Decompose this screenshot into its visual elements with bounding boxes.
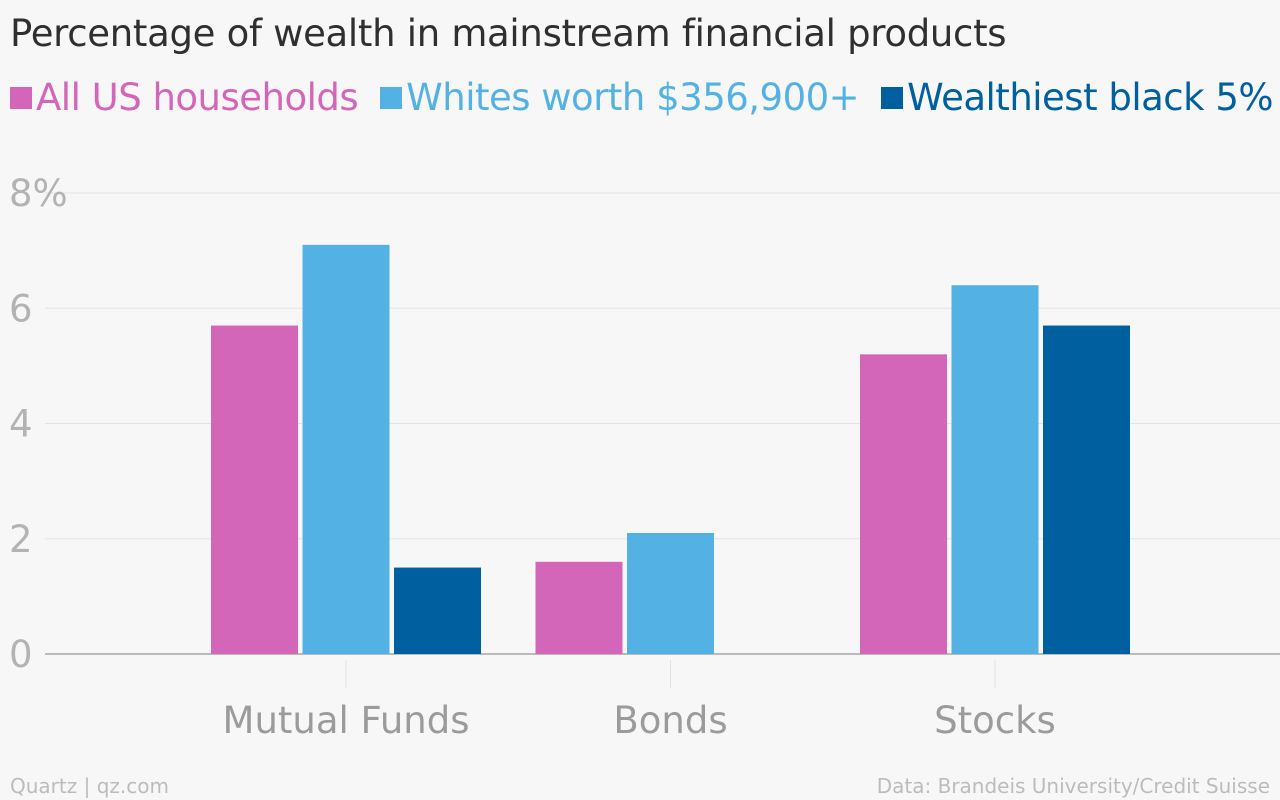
bar-0-2 — [394, 567, 481, 654]
data-source: Data: Brandeis University/Credit Suisse — [876, 774, 1270, 798]
bar-2-1 — [951, 285, 1039, 654]
legend: All US households Whites worth $356,900+… — [10, 76, 1274, 119]
source-credit: Quartz | qz.com — [10, 774, 169, 798]
legend-swatch-wealthiest-black — [881, 86, 904, 109]
legend-label-wealthiest-black: Wealthiest black 5% — [907, 76, 1274, 119]
x-tick-label: Stocks — [934, 699, 1056, 742]
bar-1-0 — [535, 561, 623, 654]
y-tick-label: 0 — [9, 633, 33, 676]
legend-swatch-whites-worth — [380, 86, 403, 109]
y-tick-label: 4 — [9, 403, 33, 446]
bar-2-2 — [1043, 325, 1130, 654]
bar-0-1 — [302, 244, 390, 655]
y-tick-label: 6 — [9, 287, 33, 330]
legend-label-whites-worth: Whites worth $356,900+ — [406, 76, 860, 119]
legend-swatch-all-us-households — [10, 86, 32, 109]
legend-item-wealthiest-black: Wealthiest black 5% — [881, 76, 1274, 119]
x-tick-label: Mutual Funds — [223, 699, 470, 742]
legend-label-all-us-households: All US households — [36, 76, 359, 119]
legend-item-all-us-households: All US households — [10, 76, 359, 119]
bar-2-0 — [860, 354, 947, 654]
y-tick-label: 8% — [9, 172, 68, 215]
chart-title: Percentage of wealth in mainstream finan… — [10, 12, 1007, 55]
x-tick-label: Bonds — [613, 699, 727, 742]
bar-0-0 — [211, 325, 298, 654]
legend-item-whites-worth: Whites worth $356,900+ — [380, 76, 860, 119]
bar-1-1 — [627, 532, 714, 654]
y-tick-label: 2 — [9, 518, 33, 561]
